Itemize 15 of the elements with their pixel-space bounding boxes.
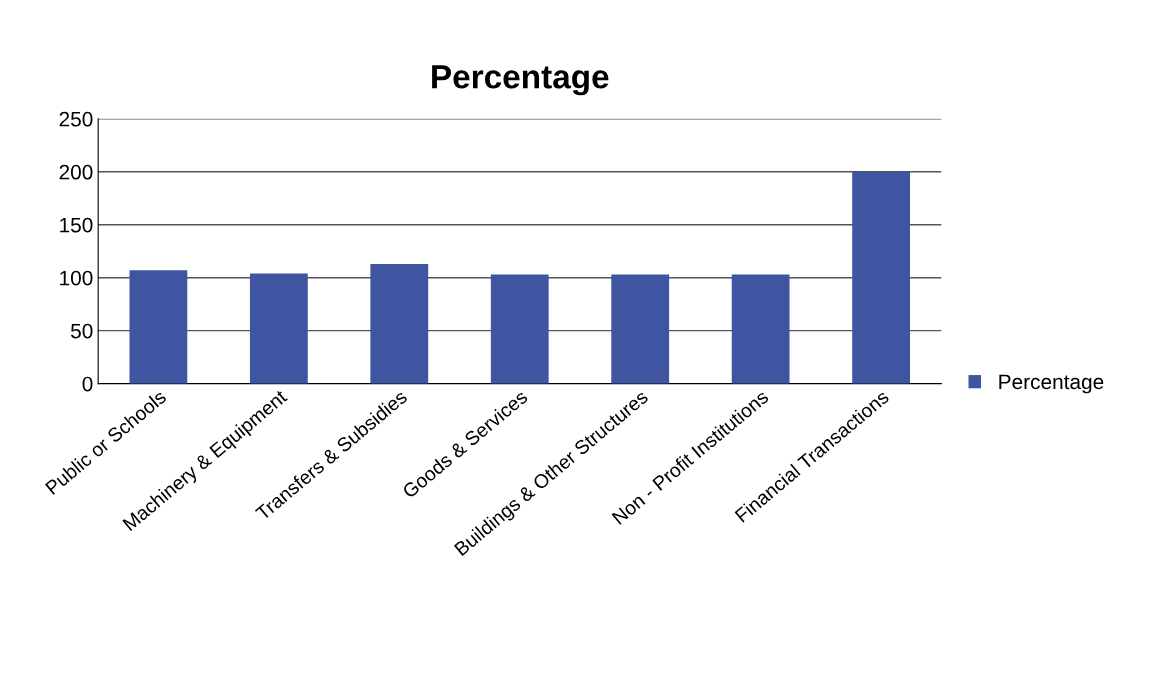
chart-title: Percentage (432, 65, 609, 96)
bar (370, 263, 429, 384)
bar (731, 274, 790, 384)
y-tick-label: 100 (60, 270, 93, 286)
bar (129, 270, 188, 384)
bar (490, 274, 549, 384)
y-tick-label: 200 (59, 164, 93, 180)
legend-label: Percentage (999, 374, 1104, 394)
y-tick-label: 50 (70, 323, 93, 339)
y-tick-label: 0 (82, 376, 93, 392)
y-tick-label: 250 (59, 111, 93, 127)
bar (611, 274, 670, 384)
bar (249, 273, 308, 384)
y-tick-label: 150 (60, 217, 93, 233)
bar (852, 171, 911, 384)
